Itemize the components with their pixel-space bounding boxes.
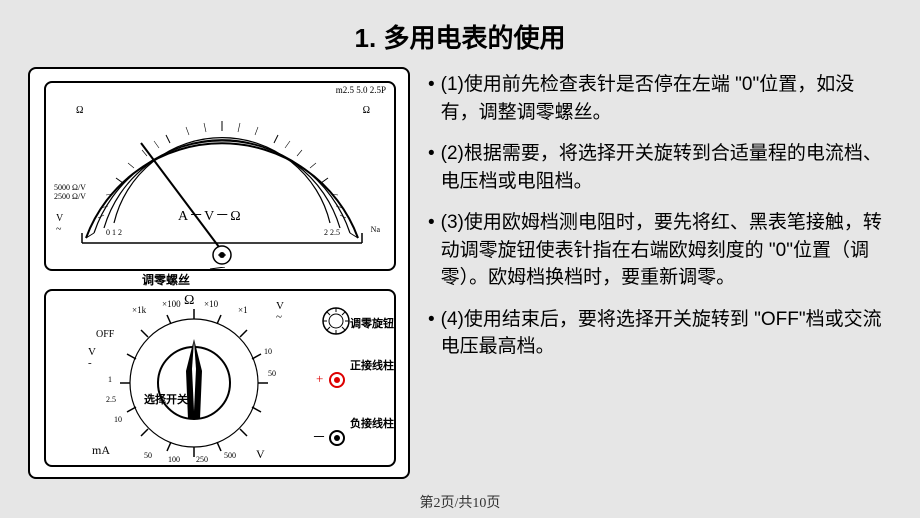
zero-knob-label: 调零旋钮 (350, 315, 394, 331)
rv-50: 50 (268, 369, 276, 378)
ohm-x100: ×100 (162, 299, 181, 309)
range-spec: 5000 Ω/V 2500 Ω/V (54, 183, 86, 201)
bullet-item: • (4)使用结束后，要将选择开关旋转到 "OFF"档或交流电压最高档。 (428, 306, 892, 361)
ma-label: mA (92, 443, 110, 458)
meter-outline: m2.5 5.0 2.5P Ω Ω 5000 Ω/V 2500 Ω/V V ~ … (28, 67, 410, 479)
bullet-dot: • (428, 71, 435, 126)
na-label: Na (371, 225, 380, 234)
bullet-item: • (3)使用欧姆档测电阻时，要先将红、黑表笔接触，转动调零旋钮使表针指在右端欧… (428, 209, 892, 292)
ohm-x10: ×10 (204, 299, 218, 309)
bullet-text: (2)根据需要，将选择开关旋转到合适量程的电流档、电压档或电阻档。 (441, 140, 892, 195)
v-minus: V - (88, 347, 96, 369)
ohm-x1k: ×1k (132, 305, 146, 315)
bullet-item: • (1)使用前先检查表针是否停在左端 "0"位置，如没有，调整调零螺丝。 (428, 71, 892, 126)
neg-terminal-label: 负接线柱 (350, 415, 394, 431)
bullet-dot: • (428, 306, 435, 361)
selector-label: 选择开关 (144, 391, 188, 407)
bullet-dot: • (428, 140, 435, 195)
model-text: m2.5 5.0 2.5P (336, 85, 386, 95)
ohm-x1: ×1 (238, 305, 248, 315)
ma-50: 50 (144, 451, 152, 460)
slide-title: 1. 多用电表的使用 (28, 18, 892, 55)
left-scale: 0 1 2 (106, 228, 122, 237)
lv-3: 10 (114, 415, 122, 424)
ma-500: 500 (224, 451, 236, 460)
lv-1: 1 (108, 375, 112, 384)
page-footer: 第2页/共10页 (0, 492, 920, 512)
bullet-text: (1)使用前先检查表针是否停在左端 "0"位置，如没有，调整调零螺丝。 (441, 71, 892, 126)
lv-2: 2.5 (106, 395, 116, 404)
meter-figure: m2.5 5.0 2.5P Ω Ω 5000 Ω/V 2500 Ω/V V ~ … (28, 67, 410, 479)
bullet-text: (3)使用欧姆档测电阻时，要先将红、黑表笔接触，转动调零旋钮使表针指在右端欧姆刻… (441, 209, 892, 292)
adjust-screw-label: 调零螺丝 (142, 271, 190, 288)
rv-10: 10 (264, 347, 272, 356)
bullet-text: (4)使用结束后，要将选择开关旋转到 "OFF"档或交流电压最高档。 (441, 306, 892, 361)
ohm-top: Ω (184, 293, 194, 309)
bullet-dot: • (428, 209, 435, 292)
dial-svg (46, 83, 398, 273)
ma-100: 100 (168, 455, 180, 464)
pos-terminal-label: 正接线柱 (350, 357, 394, 373)
plus-sign: + (316, 371, 323, 387)
ohm-left: Ω (76, 105, 83, 116)
ohm-right: Ω (363, 105, 370, 116)
avo-label: A－V－Ω (178, 205, 242, 225)
dial-panel: m2.5 5.0 2.5P Ω Ω 5000 Ω/V 2500 Ω/V V ~ … (44, 81, 396, 271)
pos-terminal-icon (328, 371, 346, 389)
right-scale: 2 2.5 (324, 228, 340, 237)
text-column: • (1)使用前先检查表针是否停在左端 "0"位置，如没有，调整调零螺丝。 • … (428, 67, 892, 479)
ma-250: 250 (196, 455, 208, 464)
v-tilde: V ~ (56, 213, 63, 235)
v-tilde-right: V ~ (276, 301, 284, 323)
neg-terminal-icon (328, 429, 346, 447)
content-row: m2.5 5.0 2.5P Ω Ω 5000 Ω/V 2500 Ω/V V ~ … (28, 67, 892, 479)
off-label: OFF (96, 329, 114, 340)
bullet-item: • (2)根据需要，将选择开关旋转到合适量程的电流档、电压档或电阻档。 (428, 140, 892, 195)
minus-sign: － (312, 427, 326, 447)
bottom-v: V (256, 447, 265, 462)
